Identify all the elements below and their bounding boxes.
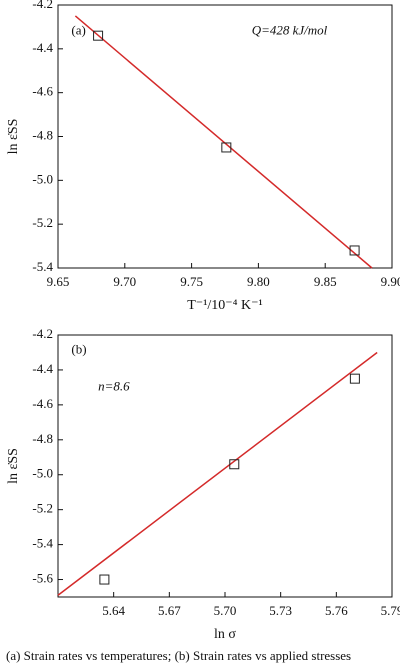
fit-line — [74, 15, 373, 269]
y-tick-label: -5.4 — [32, 536, 53, 551]
y-tick-label: -5.2 — [32, 501, 53, 516]
y-tick-label: -4.2 — [32, 0, 53, 11]
x-tick-label: 9.90 — [381, 274, 400, 289]
data-point — [349, 373, 360, 384]
caption: (a) Strain rates vs temperatures; (b) St… — [6, 648, 351, 663]
y-tick-label: -5.0 — [32, 466, 53, 481]
data-point — [221, 142, 232, 153]
data-point — [349, 245, 360, 256]
x-axis-title: T⁻¹/10⁻⁴ K⁻¹ — [187, 298, 263, 313]
panel-label: (b) — [71, 342, 86, 357]
y-tick-label: -4.6 — [32, 84, 53, 99]
x-tick-label: 5.67 — [158, 603, 181, 618]
x-tick-label: 5.76 — [325, 603, 348, 618]
y-tick-label: -4.8 — [32, 127, 53, 142]
y-tick-label: -5.2 — [32, 215, 53, 230]
annotation: n=8.6 — [98, 378, 130, 393]
y-tick-label: -4.4 — [32, 361, 53, 376]
x-tick-label: 5.70 — [214, 603, 237, 618]
data-point — [93, 30, 104, 41]
x-tick-label: 9.85 — [314, 274, 337, 289]
panel-label: (a) — [71, 22, 85, 37]
data-point — [99, 574, 110, 585]
x-axis-title: ln σ — [214, 627, 236, 642]
x-tick-label: 5.79 — [381, 603, 400, 618]
y-axis-title: ln ε̇SS — [6, 448, 21, 484]
x-tick-label: 9.80 — [247, 274, 270, 289]
y-tick-label: -4.4 — [32, 40, 53, 55]
data-point — [229, 459, 240, 470]
x-tick-label: 9.65 — [47, 274, 70, 289]
x-tick-label: 9.75 — [180, 274, 203, 289]
x-tick-label: 5.64 — [102, 603, 125, 618]
x-tick-label: 5.73 — [269, 603, 292, 618]
annotation: Q=428 kJ/mol — [252, 22, 328, 37]
y-tick-label: -5.0 — [32, 171, 53, 186]
y-tick-label: -4.6 — [32, 396, 53, 411]
y-tick-label: -5.4 — [32, 259, 53, 274]
y-tick-label: -4.2 — [32, 326, 53, 341]
y-tick-label: -4.8 — [32, 431, 53, 446]
y-axis-title: ln ε̇SS — [6, 119, 21, 155]
x-tick-label: 9.70 — [113, 274, 136, 289]
y-tick-label: -5.6 — [32, 571, 53, 586]
fit-line — [57, 351, 378, 596]
